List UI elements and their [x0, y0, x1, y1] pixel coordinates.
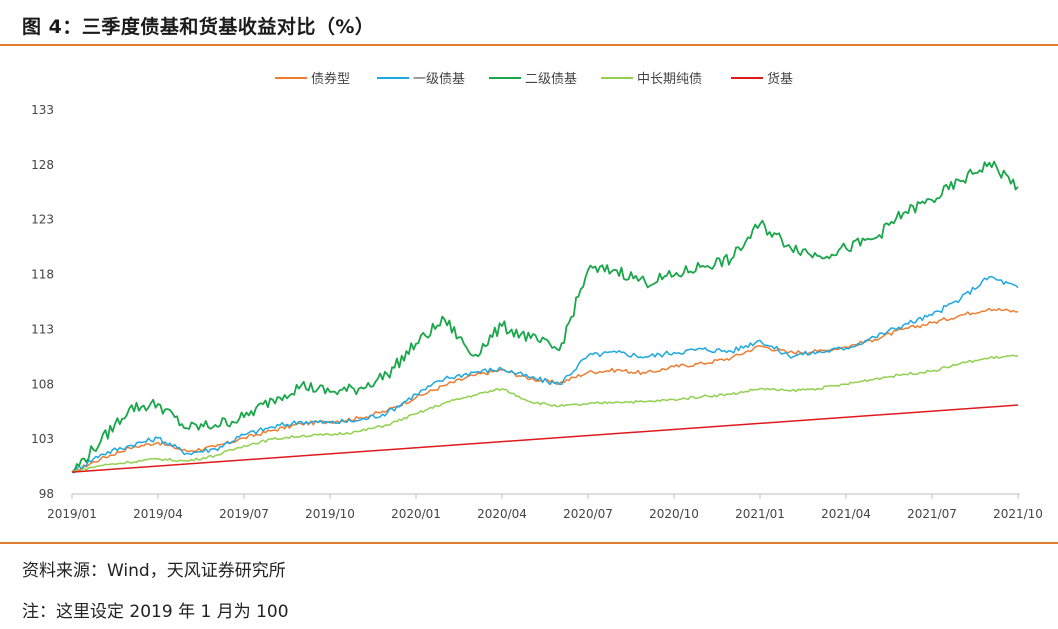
line-chart: 债券型 一级债基 二级债基 中长期纯债 货基 98 103 108 113 118 123 128 1…	[31, 71, 1043, 521]
x-tick-label: 2019/07	[219, 507, 269, 521]
base-note: 注：这里设定 2019 年 1 月为 100	[22, 602, 289, 622]
y-axis: 98 103 108 113 118 123 128 133	[31, 103, 54, 501]
y-tick-label: 118	[31, 268, 54, 282]
y-tick-label: 133	[31, 103, 54, 117]
y-tick-label: 98	[39, 487, 54, 501]
legend-label: 货基	[767, 71, 793, 87]
y-tick-label: 113	[31, 322, 54, 336]
legend-label: 债券型	[311, 71, 350, 87]
x-axis: 2019/01 2019/04 2019/07 2019/10 2020/01 2020/…	[47, 493, 1043, 521]
x-tick-label: 2020/04	[477, 507, 527, 521]
x-tick-label: 2020/07	[563, 507, 613, 521]
x-tick-label: 2020/10	[649, 507, 699, 521]
legend-label: 一级债基	[413, 72, 465, 87]
y-tick-label: 108	[31, 377, 54, 391]
series-line-2	[71, 160, 1019, 473]
footer-divider	[0, 542, 1058, 544]
legend-label: 中长期纯债	[637, 72, 702, 87]
x-tick-label: 2020/01	[391, 507, 441, 521]
x-tick-label: 2021/07	[907, 507, 957, 521]
chart-title: 图 4：三季度债基和货基收益对比（%）	[22, 16, 375, 38]
plot-area	[71, 160, 1019, 474]
x-tick-label: 2019/10	[305, 507, 355, 521]
x-tick-label: 2021/01	[735, 507, 785, 521]
legend-label: 二级债基	[525, 72, 577, 87]
series-line-1	[71, 276, 1019, 474]
y-tick-label: 123	[31, 213, 54, 227]
series-line-3	[71, 354, 1019, 473]
x-tick-label: 2019/04	[133, 507, 183, 521]
x-tick-label: 2021/10	[993, 507, 1043, 521]
series-line-0	[71, 307, 1018, 473]
x-tick-label: 2019/01	[47, 507, 97, 521]
y-tick-label: 128	[31, 158, 54, 172]
title-divider	[0, 44, 1058, 46]
series-line-4	[71, 404, 1019, 473]
legend: 债券型 一级债基 二级债基 中长期纯债 货基	[275, 71, 793, 87]
y-tick-label: 103	[31, 432, 54, 446]
x-tick-label: 2021/04	[821, 507, 871, 521]
source-note: 资料来源：Wind，天风证券研究所	[22, 561, 286, 581]
